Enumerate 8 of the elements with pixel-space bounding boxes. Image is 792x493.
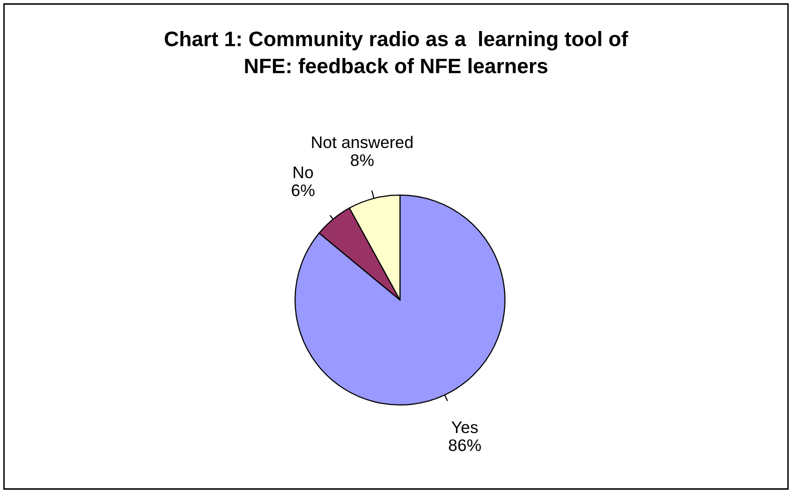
slice-label: Not answered — [312, 136, 413, 148]
chart-title: Chart 1: Community radio as a learning tool of NFE: feedback of NFE learners — [164, 30, 628, 74]
slice-label: Yes — [452, 422, 478, 434]
data-label: 8% — [350, 154, 374, 166]
pie-slice — [294, 194, 506, 406]
data-label: 86% — [448, 439, 481, 452]
slice-label: No — [294, 166, 313, 178]
data-label: 6% — [292, 184, 314, 196]
